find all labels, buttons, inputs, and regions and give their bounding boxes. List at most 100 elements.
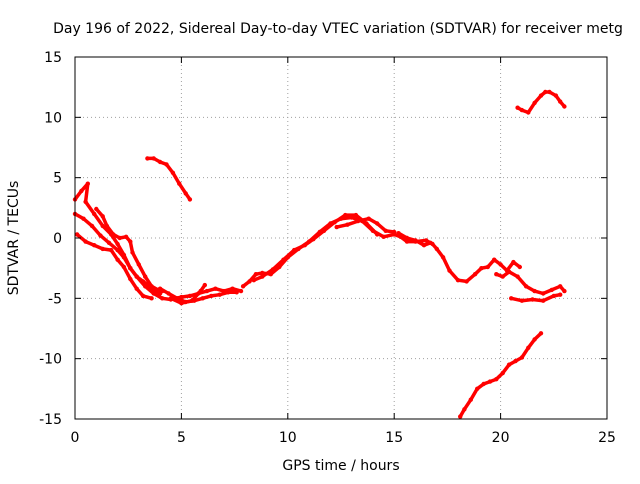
data-point [472, 272, 478, 277]
tick-labels: 0 5 10 15 20 25 -15 -10 -5 0 5 10 15 [39, 50, 616, 446]
data-point [440, 255, 446, 260]
data-point [213, 286, 218, 291]
data-point [92, 243, 97, 248]
data-point [332, 220, 337, 225]
data-series-arc-15 [515, 90, 567, 115]
data-point [149, 296, 154, 301]
data-point [353, 212, 359, 218]
data-point [526, 110, 531, 115]
data-point [123, 234, 129, 239]
data-point [217, 292, 222, 297]
data-point [247, 279, 252, 284]
data-point [532, 100, 537, 106]
data-point [128, 276, 133, 282]
x-tick-label: 5 [177, 430, 186, 446]
data-point [541, 298, 546, 303]
data-point [136, 262, 141, 267]
data-point [345, 222, 350, 227]
data-series-arc-12 [494, 270, 567, 296]
data-point [541, 291, 546, 296]
data-point [270, 267, 276, 272]
data-point [104, 223, 110, 229]
data-point [494, 377, 499, 382]
data-point [479, 266, 484, 271]
data-point [130, 250, 135, 255]
data-point [321, 228, 327, 233]
data-point [553, 93, 559, 98]
data-point [538, 93, 544, 98]
data-point [230, 286, 235, 291]
data-point [281, 257, 286, 262]
data-point [523, 284, 529, 289]
data-point [458, 414, 463, 419]
data-point [434, 246, 439, 252]
data-point [558, 99, 563, 104]
data-point [498, 262, 503, 267]
data-point [428, 240, 433, 245]
data-point [413, 238, 418, 243]
data-point [187, 293, 193, 299]
data-point [551, 293, 556, 299]
data-point [462, 407, 467, 412]
data-point [145, 156, 150, 161]
data-point [157, 159, 163, 165]
data-point [92, 211, 97, 217]
data-point [549, 287, 554, 293]
data-point [100, 223, 105, 229]
data-point [251, 278, 256, 283]
chart-title: Day 196 of 2022, Sidereal Day-to-day VTE… [53, 21, 623, 37]
data-point [506, 362, 512, 367]
data-point [481, 381, 486, 387]
data-point [198, 288, 203, 294]
data-point [121, 264, 127, 270]
data-point [509, 296, 514, 301]
data-point [292, 247, 297, 253]
data-point [115, 247, 120, 253]
y-tick-label: -10 [39, 352, 62, 368]
data-point [375, 232, 380, 237]
data-point [240, 284, 246, 289]
data-point [166, 291, 171, 296]
data-point [200, 296, 205, 301]
data-point [519, 107, 525, 113]
data-point [532, 337, 537, 342]
data-point [81, 216, 86, 221]
x-tick-label: 20 [492, 430, 510, 446]
data-point [179, 301, 184, 306]
data-point [421, 243, 427, 248]
data-point [140, 279, 146, 284]
data-series-arc-1 [73, 181, 243, 302]
data-point [530, 297, 535, 302]
data-point [519, 355, 525, 360]
data-point [547, 89, 552, 95]
x-tick-label: 25 [598, 430, 616, 446]
data-series-layer [72, 89, 567, 419]
data-point [94, 206, 99, 212]
data-point [187, 197, 193, 202]
data-series-arc-6 [158, 286, 239, 304]
data-point [85, 181, 91, 186]
data-point [562, 288, 567, 294]
x-tick-label: 0 [71, 430, 80, 446]
data-point [511, 259, 516, 265]
data-point [140, 293, 146, 299]
data-point [83, 239, 88, 244]
data-point [177, 181, 182, 186]
data-point [475, 386, 480, 391]
data-point [74, 232, 80, 237]
data-point [115, 257, 120, 262]
data-point [128, 266, 133, 271]
data-point [89, 223, 95, 229]
data-point [455, 278, 461, 283]
data-point [111, 232, 116, 237]
data-point [311, 237, 316, 242]
y-axis-label: SDTVAR / TECUs [6, 181, 22, 296]
data-point [151, 156, 156, 161]
data-point [515, 274, 520, 279]
data-point [253, 272, 259, 277]
x-tick-label: 10 [279, 430, 297, 446]
data-point [383, 228, 388, 233]
data-point [115, 241, 120, 247]
y-tick-label: 5 [53, 171, 62, 187]
